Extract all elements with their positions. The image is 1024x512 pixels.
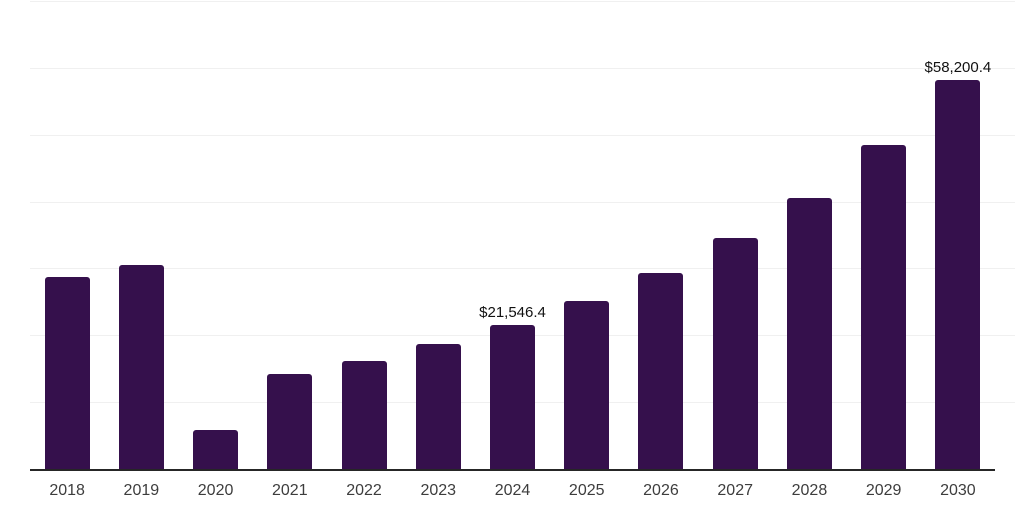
bar-2027 — [712, 238, 758, 469]
x-tick-label-2020: 2020 — [197, 482, 234, 499]
x-tick-label-2025: 2025 — [568, 482, 605, 499]
x-tick-label-2019: 2019 — [123, 482, 160, 499]
gridline — [30, 1, 1015, 2]
x-tick-label-2027: 2027 — [717, 482, 753, 499]
x-tick-label-2030: 2030 — [940, 482, 976, 499]
x-tick-label-2024: 2024 — [494, 482, 531, 499]
bar-2018 — [44, 277, 90, 469]
bar-2022 — [341, 361, 387, 469]
bar-2019 — [118, 265, 164, 469]
x-tick-label-2028: 2028 — [791, 482, 828, 499]
x-tick-label-2026: 2026 — [643, 482, 679, 499]
x-tick-label-2021: 2021 — [272, 482, 308, 499]
bar-2025 — [564, 301, 610, 469]
bar-2026 — [638, 273, 684, 469]
gridline — [30, 201, 1015, 203]
gridline — [30, 134, 1015, 136]
bar-2023 — [415, 344, 461, 469]
x-axis-line — [30, 469, 995, 471]
bar-2024 — [490, 324, 535, 469]
bar-2030 — [935, 79, 981, 469]
x-tick-label-2029: 2029 — [865, 482, 902, 499]
data-label-2024: $21,546.4 — [479, 303, 546, 321]
x-tick-label-2023: 2023 — [420, 482, 457, 499]
bar-2029 — [861, 144, 907, 469]
bar-2020 — [193, 430, 239, 469]
bar-2021 — [267, 374, 313, 469]
x-tick-label-2022: 2022 — [346, 482, 382, 499]
x-tick-label-2018: 2018 — [49, 482, 85, 499]
gridline — [30, 67, 1015, 69]
gridline — [30, 268, 1015, 270]
bar-2028 — [786, 197, 832, 469]
data-label-2030: $58,200.4 — [924, 58, 992, 76]
